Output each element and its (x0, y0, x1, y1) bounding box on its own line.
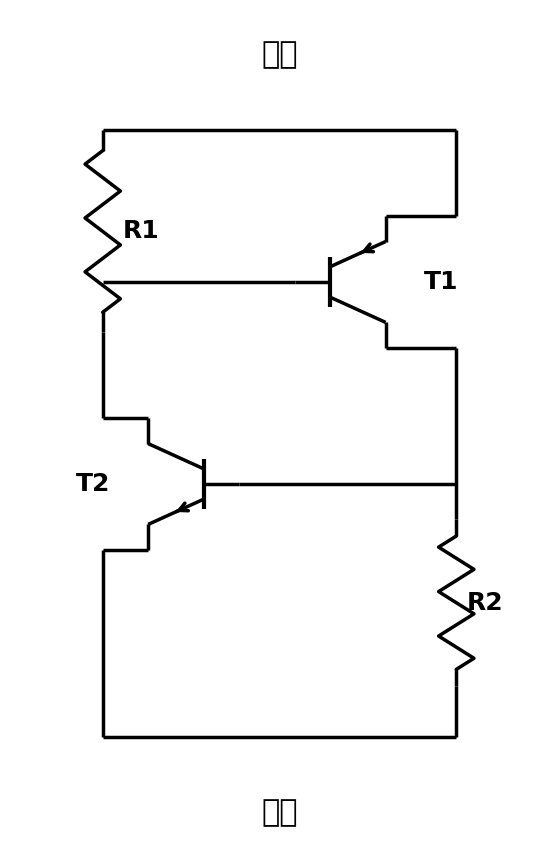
Text: R2: R2 (466, 590, 503, 615)
Text: 阴极: 阴极 (261, 798, 298, 827)
Text: T2: T2 (76, 472, 110, 496)
Text: T1: T1 (424, 270, 458, 294)
Text: 阳极: 阳极 (261, 40, 298, 69)
Text: R1: R1 (123, 219, 160, 244)
